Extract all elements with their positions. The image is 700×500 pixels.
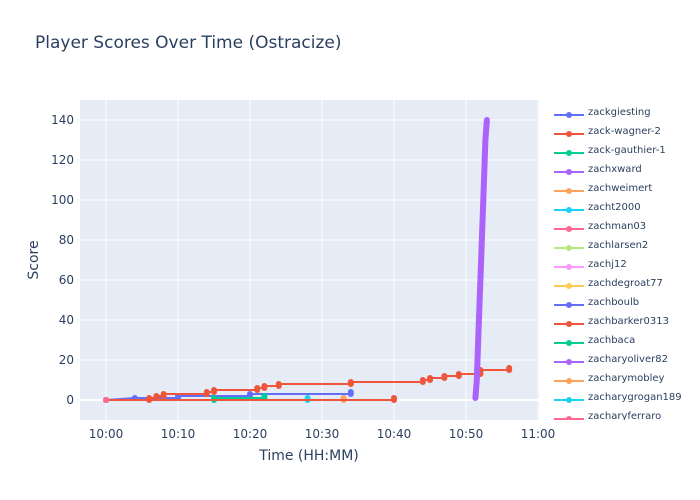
legend-label: zachbarker0313 xyxy=(588,316,669,327)
series-layer xyxy=(103,117,513,403)
legend-item-zacharyferraro[interactable]: zacharyferraro xyxy=(548,409,698,420)
legend-item-zachbaca[interactable]: zachbaca xyxy=(548,333,698,352)
data-point[interactable] xyxy=(419,377,426,383)
data-point[interactable] xyxy=(261,393,268,399)
legend-swatch xyxy=(554,188,584,194)
legend-item-zachdegroat77[interactable]: zachdegroat77 xyxy=(548,276,698,295)
legend[interactable]: zackgiesting zack-wagner-2 zack-gauthier-1… xyxy=(548,102,698,420)
legend-item-zacharygrogan189[interactable]: zacharygrogan189 xyxy=(548,390,698,409)
legend-label: zack-wagner-2 xyxy=(588,126,661,137)
legend-label: zacht2000 xyxy=(588,202,641,213)
data-point[interactable] xyxy=(427,375,433,381)
chart-title: Player Scores Over Time (Ostracize) xyxy=(35,33,342,53)
legend-label: zacharymobley xyxy=(588,373,665,384)
legend-label: zacharyferraro xyxy=(588,411,662,420)
x-axis-label: Time (HH:MM) xyxy=(258,448,359,464)
data-point[interactable] xyxy=(261,383,268,389)
x-tick-label: 10:10 xyxy=(161,427,196,441)
legend-item-zachbarker0313[interactable]: zachbarker0313 xyxy=(548,314,698,333)
legend-swatch xyxy=(554,378,584,384)
data-point[interactable] xyxy=(211,387,217,393)
legend-label: zacharyoliver82 xyxy=(588,354,668,365)
legend-item-zacharyoliver82[interactable]: zacharyoliver82 xyxy=(548,352,698,371)
legend-swatch xyxy=(554,321,584,327)
data-point[interactable] xyxy=(275,381,282,387)
data-point[interactable] xyxy=(455,371,462,377)
y-tick-label: 20 xyxy=(59,353,74,367)
y-tick-label: 80 xyxy=(59,233,74,247)
data-point[interactable] xyxy=(391,395,397,401)
legend-item-zachj12[interactable]: zachj12 xyxy=(548,257,698,276)
legend-item-zacharymobley[interactable]: zacharymobley xyxy=(548,371,698,390)
series-zachxward[interactable] xyxy=(472,117,490,401)
legend-swatch xyxy=(554,359,584,365)
legend-item-zack-wagner-2[interactable]: zack-wagner-2 xyxy=(548,124,698,143)
legend-swatch xyxy=(554,169,584,175)
series-line xyxy=(472,117,490,401)
legend-item-zachman03[interactable]: zachman03 xyxy=(548,219,698,238)
legend-label: zachlarsen2 xyxy=(588,240,649,251)
data-point[interactable] xyxy=(153,393,160,399)
data-point[interactable] xyxy=(160,391,167,397)
x-tick-label: 10:30 xyxy=(305,427,340,441)
data-point[interactable] xyxy=(247,391,253,397)
y-tick-label: 120 xyxy=(51,153,74,167)
legend-swatch xyxy=(554,302,584,308)
data-point[interactable] xyxy=(203,389,210,395)
legend-label: zachman03 xyxy=(588,221,647,232)
legend-swatch xyxy=(554,131,584,137)
legend-label: zachj12 xyxy=(588,259,627,270)
y-tick-label: 40 xyxy=(59,313,74,327)
data-point[interactable] xyxy=(506,365,513,371)
y-tick-labels: 0 20 40 60 80 100 120 140 xyxy=(51,113,74,407)
y-tick-label: 100 xyxy=(51,193,74,207)
data-point[interactable] xyxy=(254,385,261,391)
legend-label: zachweimert xyxy=(588,183,653,194)
legend-swatch xyxy=(554,112,584,118)
legend-swatch xyxy=(554,283,584,289)
y-tick-label: 0 xyxy=(66,393,74,407)
legend-item-zack-gauthier-1[interactable]: zack-gauthier-1 xyxy=(548,143,698,162)
y-tick-label: 140 xyxy=(51,113,74,127)
legend-item-zachxward[interactable]: zachxward xyxy=(548,162,698,181)
x-tick-label: 10:00 xyxy=(89,427,124,441)
data-point[interactable] xyxy=(441,373,448,379)
data-point[interactable] xyxy=(347,379,354,385)
legend-item-zachlarsen2[interactable]: zachlarsen2 xyxy=(548,238,698,257)
legend-item-zacht2000[interactable]: zacht2000 xyxy=(548,200,698,219)
series-zack-wagner-2[interactable] xyxy=(103,365,513,403)
series-zacharyferraro[interactable] xyxy=(103,397,109,403)
data-point[interactable] xyxy=(103,397,109,403)
x-tick-label: 10:40 xyxy=(377,427,412,441)
legend-swatch xyxy=(554,416,584,420)
legend-swatch xyxy=(554,245,584,251)
legend-item-zackgiesting[interactable]: zackgiesting xyxy=(548,105,698,124)
legend-label: zack-gauthier-1 xyxy=(588,145,666,156)
legend-label: zachxward xyxy=(588,164,642,175)
legend-swatch xyxy=(554,226,584,232)
x-tick-labels: 10:00 10:10 10:20 10:30 10:40 10:50 11:00 xyxy=(89,427,556,441)
legend-item-zachweimert[interactable]: zachweimert xyxy=(548,181,698,200)
plot-background xyxy=(80,100,539,420)
legend-label: zachbaca xyxy=(588,335,636,346)
x-tick-label: 11:00 xyxy=(521,427,556,441)
legend-item-zachboulb[interactable]: zachboulb xyxy=(548,295,698,314)
y-axis-label: Score xyxy=(26,240,42,279)
x-tick-label: 10:20 xyxy=(233,427,268,441)
grid-lines xyxy=(80,100,539,420)
y-tick-label: 60 xyxy=(59,273,74,287)
legend-swatch xyxy=(554,207,584,213)
legend-swatch xyxy=(554,150,584,156)
legend-swatch xyxy=(554,340,584,346)
x-tick-label: 10:50 xyxy=(449,427,484,441)
legend-swatch xyxy=(554,397,584,403)
data-point[interactable] xyxy=(347,389,354,395)
legend-label: zachdegroat77 xyxy=(588,278,663,289)
legend-label: zacharygrogan189 xyxy=(588,392,682,403)
legend-label: zachboulb xyxy=(588,297,640,308)
legend-label: zackgiesting xyxy=(588,107,651,118)
legend-swatch xyxy=(554,264,584,270)
